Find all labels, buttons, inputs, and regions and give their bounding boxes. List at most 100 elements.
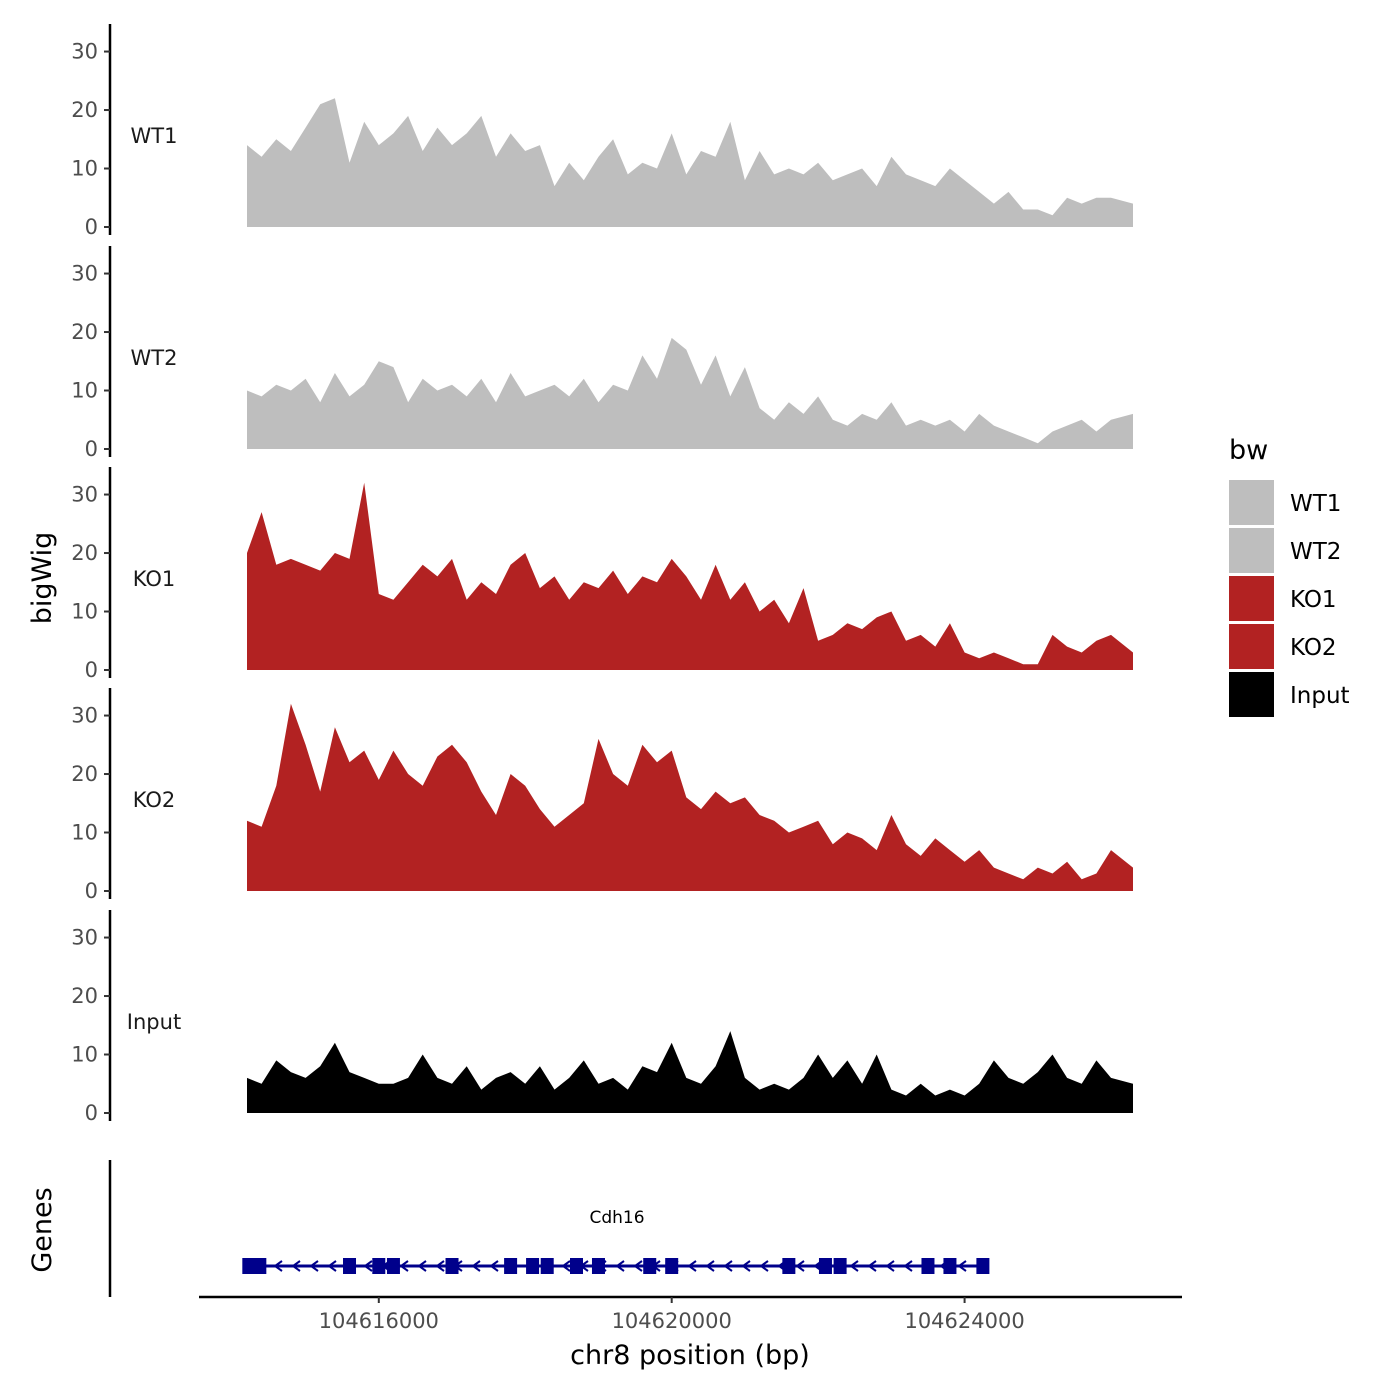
genes-panel: Cdh16 xyxy=(108,1160,990,1297)
exon xyxy=(921,1258,935,1274)
y-tick-label: 0 xyxy=(85,1101,98,1125)
exon xyxy=(976,1258,990,1274)
area-ko2 xyxy=(247,703,1133,891)
x-axis: 104616000 104620000 104624000 xyxy=(199,1295,1182,1333)
y-tick-label: 0 xyxy=(85,437,98,461)
legend-label-ko2: KO2 xyxy=(1290,635,1337,661)
exon xyxy=(504,1258,518,1274)
strand-arrow xyxy=(291,1260,301,1272)
y-tick-label: 30 xyxy=(71,262,98,286)
exon xyxy=(343,1258,357,1274)
y-tick-label: 30 xyxy=(71,926,98,950)
strand-arrow xyxy=(795,1260,805,1272)
y-tick-label: 20 xyxy=(71,984,98,1008)
exon xyxy=(526,1258,540,1274)
track-ko1: 0 10 20 30 KO1 xyxy=(71,467,1133,682)
strand-arrow xyxy=(957,1260,967,1272)
exon xyxy=(386,1258,400,1274)
strand-arrow xyxy=(759,1260,769,1272)
track-input: 0 10 20 30 Input xyxy=(71,910,1133,1125)
strand-arrow xyxy=(327,1260,337,1272)
strand-arrow xyxy=(273,1260,283,1272)
y-tick-label: 30 xyxy=(71,704,98,728)
strand-arrow xyxy=(885,1260,895,1272)
legend-swatch-wt2 xyxy=(1229,528,1274,573)
x-tick-label: 104616000 xyxy=(319,1309,439,1333)
exon xyxy=(570,1258,584,1274)
strand-arrow xyxy=(615,1260,625,1272)
coverage-tracks: 0 10 20 30 WT1 0 10 20 30 WT2 0 10 20 30 KO1 0 10 20 30 KO2… xyxy=(71,24,1133,1125)
track-ko2: 0 10 20 30 KO2 xyxy=(71,688,1133,903)
strand-arrow xyxy=(561,1260,571,1272)
y-tick-label: 10 xyxy=(71,600,98,624)
y-tick-label: 30 xyxy=(71,40,98,64)
track-label-wt1: WT1 xyxy=(131,124,178,148)
strand-arrow xyxy=(471,1260,481,1272)
y-axis-title: bigWig xyxy=(27,532,58,625)
strand-arrow xyxy=(687,1260,697,1272)
y-tick-label: 20 xyxy=(71,762,98,786)
y-tick-label: 0 xyxy=(85,879,98,903)
exon xyxy=(540,1258,554,1274)
genes-axis-title: Genes xyxy=(27,1187,58,1272)
strand-arrow xyxy=(741,1260,751,1272)
track-wt1: 0 10 20 30 WT1 xyxy=(71,24,1133,239)
y-tick-label: 30 xyxy=(71,483,98,507)
strand-arrow xyxy=(633,1260,643,1272)
strand-arrow xyxy=(417,1260,427,1272)
area-wt1 xyxy=(247,98,1133,227)
exon xyxy=(591,1258,605,1274)
exon xyxy=(943,1258,957,1274)
x-tick-label: 104620000 xyxy=(612,1309,732,1333)
legend-label-ko1: KO1 xyxy=(1290,587,1337,613)
legend-label-wt2: WT2 xyxy=(1290,539,1341,565)
track-wt2: 0 10 20 30 WT2 xyxy=(71,246,1133,461)
track-label-input: Input xyxy=(127,1010,181,1034)
exon xyxy=(372,1258,386,1274)
y-tick-label: 20 xyxy=(71,541,98,565)
x-axis-title: chr8 position (bp) xyxy=(570,1340,810,1371)
strand-arrow xyxy=(867,1260,877,1272)
exon xyxy=(665,1258,679,1274)
legend-swatch-input xyxy=(1229,672,1274,717)
strand-arrow xyxy=(723,1260,733,1272)
exon xyxy=(818,1258,832,1274)
gene-name-label: Cdh16 xyxy=(589,1208,644,1228)
strand-arrow xyxy=(489,1260,499,1272)
legend-label-input: Input xyxy=(1290,683,1350,709)
exon xyxy=(242,1258,267,1274)
strand-arrow xyxy=(363,1260,373,1272)
legend: bw WT1 WT2 KO1 KO2 Input xyxy=(1229,435,1350,717)
y-tick-label: 20 xyxy=(71,98,98,122)
track-label-wt2: WT2 xyxy=(131,346,178,370)
strand-arrow xyxy=(903,1260,913,1272)
area-wt2 xyxy=(247,337,1133,449)
y-tick-label: 10 xyxy=(71,821,98,845)
y-tick-label: 0 xyxy=(85,658,98,682)
track-label-ko1: KO1 xyxy=(133,567,176,591)
exon xyxy=(782,1258,796,1274)
legend-swatch-ko1 xyxy=(1229,576,1274,621)
strand-arrow xyxy=(435,1260,445,1272)
track-label-ko2: KO2 xyxy=(133,788,176,812)
strand-arrow xyxy=(309,1260,319,1272)
y-tick-label: 20 xyxy=(71,320,98,344)
y-tick-label: 10 xyxy=(71,157,98,181)
legend-swatch-ko2 xyxy=(1229,624,1274,669)
exon xyxy=(445,1258,459,1274)
x-tick-label: 104624000 xyxy=(904,1309,1024,1333)
strand-arrow xyxy=(399,1260,409,1272)
y-tick-label: 10 xyxy=(71,1043,98,1067)
y-tick-label: 0 xyxy=(85,215,98,239)
y-tick-label: 10 xyxy=(71,379,98,403)
exon xyxy=(643,1258,657,1274)
legend-label-wt1: WT1 xyxy=(1290,491,1341,517)
area-input xyxy=(247,1031,1133,1113)
exon xyxy=(833,1258,847,1274)
legend-title: bw xyxy=(1229,435,1268,466)
legend-swatch-wt1 xyxy=(1229,480,1274,525)
strand-arrow xyxy=(705,1260,715,1272)
strand-arrow xyxy=(849,1260,859,1272)
area-ko1 xyxy=(247,482,1133,670)
